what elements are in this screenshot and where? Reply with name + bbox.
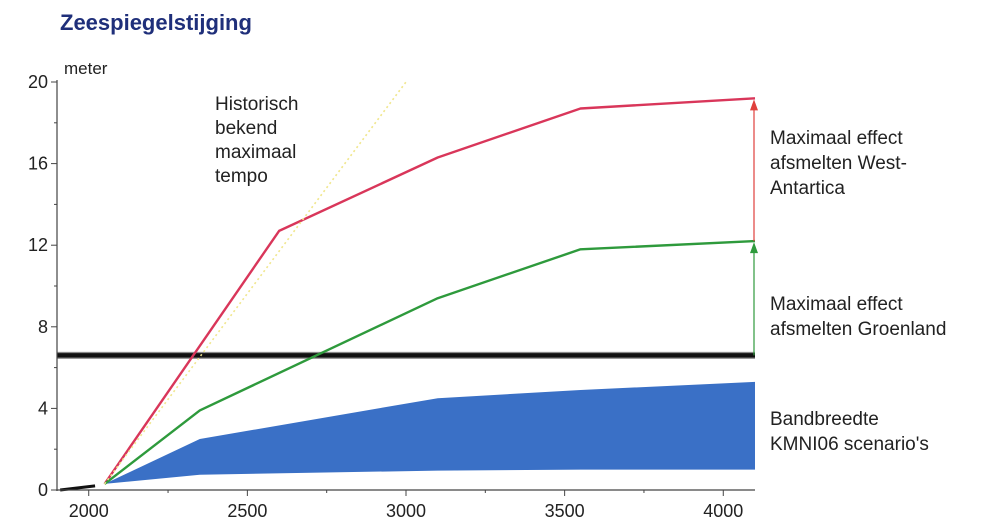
- historical-segment: [59, 484, 96, 492]
- reference-line: [57, 353, 755, 358]
- chart-title: Zeespiegelstijging: [60, 10, 252, 35]
- annotation-historic-rate: Historisch bekend maximaal tempo: [215, 94, 298, 187]
- annotation-historic-rate-line: tempo: [215, 166, 268, 187]
- y-tick-label: 16: [28, 154, 48, 174]
- annotation-greenland-line: afsmelten Groenland: [770, 319, 946, 340]
- series-line-0: [103, 97, 756, 485]
- x-tick-label: 2000: [69, 501, 109, 521]
- y-tick-label: 12: [28, 235, 48, 255]
- annotation-west-antarctica: Maximaal effect afsmelten West- Antartica: [770, 128, 907, 199]
- series-line-historic-rate: [103, 81, 407, 485]
- y-tick-label: 8: [38, 317, 48, 337]
- x-tick-label: 3000: [386, 501, 426, 521]
- annotation-historic-rate-line: bekend: [215, 118, 277, 139]
- annotation-greenland: Maximaal effect afsmelten Groenland: [770, 294, 946, 340]
- annotation-kmni-bandwidth-line: Bandbreedte: [770, 409, 879, 430]
- series-line-1: [103, 239, 756, 485]
- y-axis-unit: meter: [64, 59, 108, 78]
- y-tick-label: 20: [28, 72, 48, 92]
- y-tick-label: 4: [38, 398, 48, 418]
- annotation-greenland-line: Maximaal effect: [770, 294, 903, 315]
- series-area-band: [104, 381, 756, 484]
- effect-arrow-head: [750, 99, 758, 111]
- x-tick-label: 4000: [703, 501, 743, 521]
- annotation-west-antarctica-line: Maximaal effect: [770, 128, 903, 149]
- annotation-kmni-bandwidth: Bandbreedte KMNI06 scenario's: [770, 409, 929, 455]
- annotation-historic-rate-line: Historisch: [215, 94, 298, 115]
- annotation-west-antarctica-line: Antartica: [770, 178, 845, 199]
- annotation-historic-rate-line: maximaal: [215, 142, 296, 163]
- x-tick-label: 2500: [227, 501, 267, 521]
- annotation-west-antarctica-line: afsmelten West-: [770, 153, 907, 174]
- plot-area: 0 4 8 12 16 20 2000 2500 3000 3500 4000 Historisch b…: [28, 72, 946, 521]
- annotation-kmni-bandwidth-line: KMNI06 scenario's: [770, 434, 929, 455]
- y-tick-label: 0: [38, 480, 48, 500]
- effect-arrow-head: [750, 242, 758, 254]
- x-tick-label: 3500: [545, 501, 585, 521]
